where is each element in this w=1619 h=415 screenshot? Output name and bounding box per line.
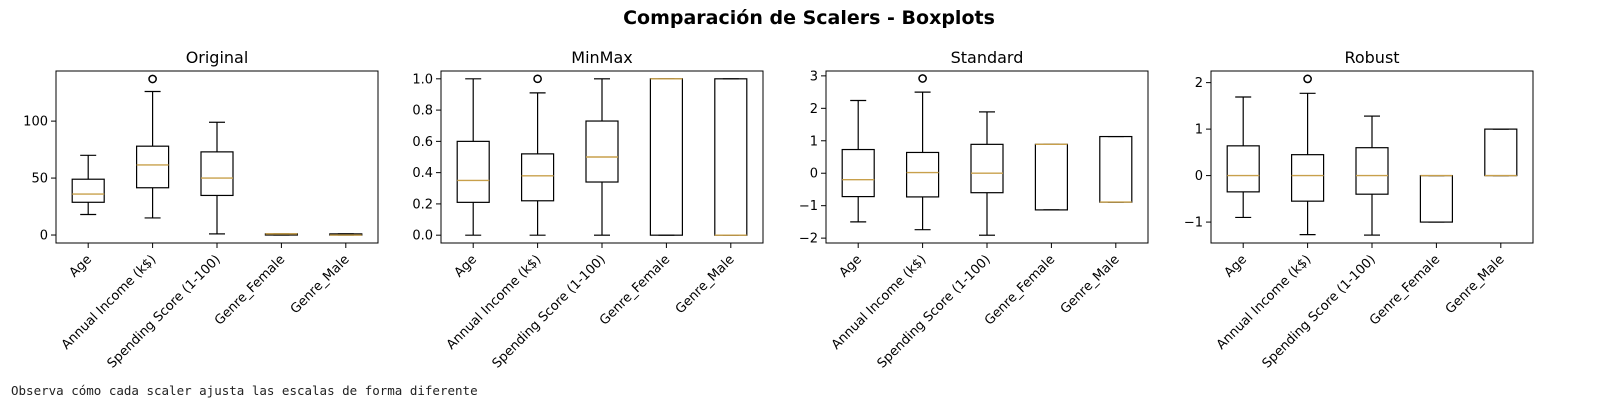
axes-frame (1210, 70, 1534, 244)
box-iqr (714, 78, 748, 236)
panel-title: Robust (1344, 48, 1399, 67)
axes-frame (825, 70, 1149, 244)
panel-title: MinMax (571, 48, 632, 67)
y-tick-label: 0 (40, 229, 48, 244)
axes-frame (440, 70, 764, 244)
box-genre-female (649, 78, 684, 236)
panel-title: Original (186, 48, 249, 67)
y-tick-label: 0 (810, 167, 818, 182)
box-iqr (200, 151, 234, 197)
y-tick-label: 1 (810, 134, 818, 149)
y-tick-label: 2 (1195, 76, 1203, 91)
box-iqr (970, 143, 1004, 194)
box-iqr (456, 140, 490, 203)
box-age (841, 99, 875, 223)
y-tick-label: −1 (1184, 216, 1203, 231)
box-genre-male (1099, 135, 1133, 203)
box-annual-income-k- (520, 74, 555, 236)
x-tick-label: Genre_Female (1367, 252, 1443, 328)
x-tick-label: Spending Score (1-100) (490, 252, 609, 371)
y-tick-label: 0.2 (412, 197, 433, 212)
x-tick-label: Genre_Male (673, 252, 738, 317)
box-iqr (1226, 145, 1260, 193)
x-tick-label: Genre_Female (212, 252, 288, 328)
box-iqr (1419, 174, 1454, 223)
outlier-point (533, 74, 542, 84)
box-iqr (1099, 135, 1133, 203)
y-tick-label: 0.0 (412, 229, 433, 244)
outlier-point (918, 74, 927, 83)
x-tick-label: Genre_Male (1058, 252, 1123, 317)
box-iqr (1355, 147, 1389, 195)
box-iqr (136, 145, 170, 189)
box-iqr (841, 148, 875, 198)
box-spending-score-1-100- (1355, 115, 1389, 236)
box-iqr (905, 151, 940, 198)
y-tick-label: 1 (1195, 123, 1203, 138)
box-iqr (71, 178, 105, 203)
box-genre-male (329, 233, 363, 236)
box-genre-female (264, 233, 298, 236)
box-iqr (585, 120, 619, 183)
y-tick-label: 0.8 (412, 104, 433, 119)
caption-text: Observa cómo cada scaler ajusta las esca… (11, 383, 478, 398)
y-tick-label: 0.6 (412, 135, 433, 150)
x-tick-label: Genre_Female (597, 252, 673, 328)
x-tick-label: Spending Score (1-100) (1260, 252, 1379, 371)
box-annual-income-k- (905, 74, 940, 231)
x-tick-label: Age (67, 252, 95, 280)
x-tick-label: Spending Score (1-100) (875, 252, 994, 371)
y-tick-label: 0 (1195, 169, 1203, 184)
y-tick-label: 100 (23, 115, 48, 130)
box-iqr (649, 78, 684, 236)
outlier-point (1303, 74, 1312, 84)
box-spending-score-1-100- (200, 121, 234, 235)
box-genre-male (1484, 128, 1518, 177)
outlier-point (148, 74, 157, 84)
axes-frame (55, 70, 379, 244)
box-iqr (1034, 143, 1069, 211)
figure-title: Comparación de Scalers - Boxplots (623, 7, 995, 29)
box-annual-income-k- (1290, 74, 1325, 236)
box-spending-score-1-100- (970, 111, 1004, 236)
y-tick-label: 0.4 (412, 166, 433, 181)
box-iqr (1484, 128, 1518, 177)
box-annual-income-k- (136, 74, 170, 219)
y-tick-label: −2 (799, 232, 818, 247)
y-tick-label: 1.0 (412, 72, 433, 87)
y-tick-label: 2 (810, 102, 818, 117)
y-tick-label: 50 (31, 172, 48, 187)
x-tick-label: Genre_Male (1443, 252, 1508, 317)
box-genre-female (1034, 143, 1069, 211)
x-tick-label: Spending Score (1-100) (105, 252, 224, 371)
box-genre-male (714, 78, 748, 236)
box-genre-female (1419, 174, 1454, 223)
y-tick-label: −1 (799, 199, 818, 214)
x-tick-label: Age (837, 252, 865, 280)
box-iqr (520, 153, 555, 202)
box-spending-score-1-100- (585, 78, 619, 236)
panel-title: Standard (951, 48, 1024, 67)
box-age (456, 78, 490, 236)
box-age (1226, 96, 1260, 219)
x-tick-label: Age (452, 252, 480, 280)
y-tick-label: 3 (810, 69, 818, 84)
x-tick-label: Age (1222, 252, 1250, 280)
box-iqr (1290, 154, 1325, 202)
box-age (71, 154, 105, 216)
x-tick-label: Genre_Female (982, 252, 1058, 328)
x-tick-label: Genre_Male (288, 252, 353, 317)
